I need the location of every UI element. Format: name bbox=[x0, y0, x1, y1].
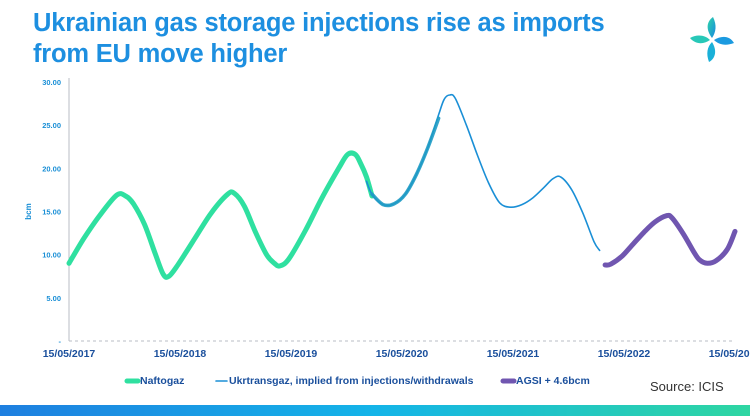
x-tick-label: 15/05/2022 bbox=[598, 348, 651, 360]
y-tick-label: 30.00 bbox=[42, 78, 61, 87]
series-line-ukrtransgaz bbox=[365, 93, 601, 252]
y-tick-label: 10.00 bbox=[42, 251, 61, 260]
series-line-naftogaz bbox=[66, 150, 375, 280]
legend-label: Ukrtransgaz, implied from injections/wit… bbox=[229, 375, 474, 387]
source-note: Source: ICIS bbox=[650, 379, 724, 394]
x-tick-label: 15/05/2019 bbox=[265, 348, 318, 360]
series-line-agsi bbox=[602, 212, 738, 268]
footer-gradient-bar bbox=[0, 405, 750, 416]
series-line-naftogaz-overlay bbox=[370, 116, 441, 208]
legend-label: AGSI + 4.6bcm bbox=[516, 375, 590, 387]
legend-label: Naftogaz bbox=[140, 375, 184, 387]
y-tick-label: 20.00 bbox=[42, 164, 61, 173]
x-tick-label: 15/05/2017 bbox=[43, 348, 96, 360]
pinwheel-logo-icon bbox=[690, 17, 734, 62]
x-tick-label: 15/05/2021 bbox=[487, 348, 540, 360]
x-tick-label: 15/05/2020 bbox=[376, 348, 429, 360]
y-axis-label: bcm bbox=[24, 203, 33, 219]
x-tick-label: 15/05/2018 bbox=[154, 348, 207, 360]
y-tick-label: 5.00 bbox=[46, 294, 61, 303]
chart-title-line-1: Ukrainian gas storage injections rise as… bbox=[33, 9, 605, 37]
chart-title-line-2: from EU move higher bbox=[33, 40, 288, 68]
y-tick-label: 15.00 bbox=[42, 208, 61, 217]
y-tick-label: 25.00 bbox=[42, 121, 61, 130]
y-tick-label: - bbox=[59, 337, 62, 346]
chart-title: Ukrainian gas storage injections rise as… bbox=[33, 8, 673, 70]
x-tick-label: 15/05/2023 bbox=[709, 348, 750, 360]
